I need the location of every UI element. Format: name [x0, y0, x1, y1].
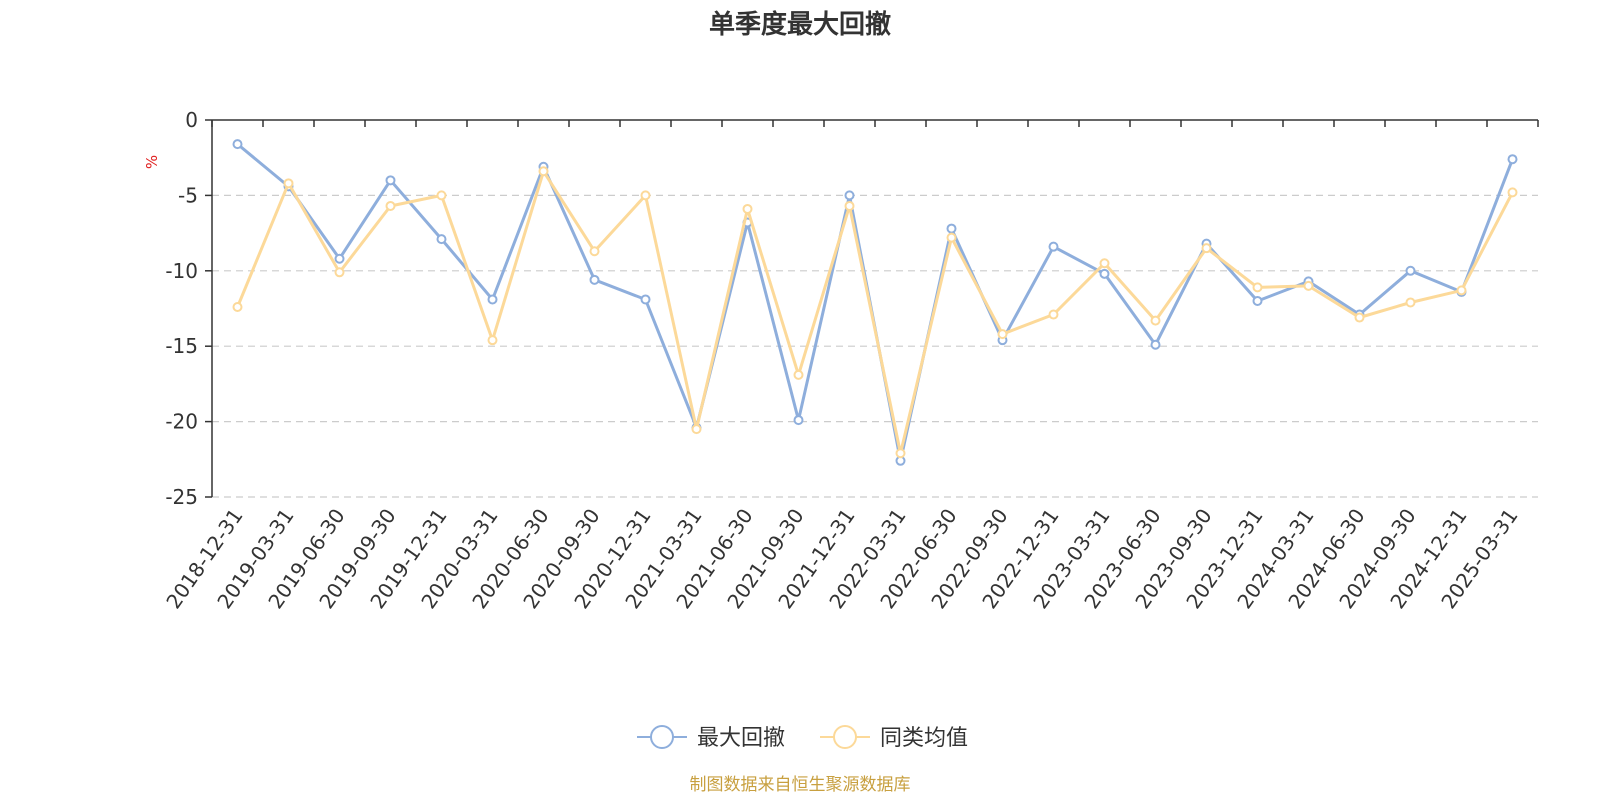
- series-lines: [232, 139, 1518, 466]
- y-tick-label: 0: [185, 108, 198, 132]
- series-1: [232, 139, 1518, 466]
- data-point[interactable]: [997, 329, 1008, 340]
- y-axis-unit-label: %: [143, 155, 161, 169]
- legend[interactable]: 最大回撤 同类均值: [637, 725, 968, 751]
- data-point[interactable]: [589, 274, 600, 285]
- data-point[interactable]: [1048, 241, 1059, 252]
- legend-marker: [650, 725, 674, 749]
- data-point[interactable]: [1099, 258, 1110, 269]
- data-point[interactable]: [640, 190, 651, 201]
- data-point[interactable]: [283, 178, 294, 189]
- data-point[interactable]: [844, 190, 855, 201]
- legend-item[interactable]: 同类均值: [820, 725, 968, 751]
- data-point[interactable]: [1099, 268, 1110, 279]
- axes: 0-5-10-15-20-252018-12-312019-03-312019-…: [161, 108, 1539, 613]
- data-point[interactable]: [334, 253, 345, 264]
- data-point[interactable]: [1252, 282, 1263, 293]
- data-point[interactable]: [1405, 297, 1416, 308]
- legend-item[interactable]: 最大回撤: [637, 725, 785, 751]
- data-point[interactable]: [1201, 243, 1212, 254]
- grid-lines: [212, 194, 1538, 498]
- y-tick-label: -10: [165, 259, 198, 283]
- data-point[interactable]: [436, 234, 447, 245]
- data-point[interactable]: [232, 139, 243, 150]
- data-point[interactable]: [844, 200, 855, 211]
- data-point[interactable]: [640, 294, 651, 305]
- data-point[interactable]: [1150, 339, 1161, 350]
- data-point[interactable]: [487, 335, 498, 346]
- data-point[interactable]: [232, 301, 243, 312]
- legend-label: 最大回撤: [697, 726, 785, 751]
- y-tick-label: -20: [165, 410, 198, 434]
- data-point[interactable]: [1456, 285, 1467, 296]
- data-point[interactable]: [793, 415, 804, 426]
- source-note: 制图数据来自恒生聚源数据库: [690, 775, 911, 795]
- y-tick-label: -15: [165, 334, 198, 358]
- y-tick-label: -25: [165, 485, 198, 509]
- data-point[interactable]: [436, 190, 447, 201]
- series-2: [232, 166, 1518, 459]
- y-tick-label: -5: [178, 183, 198, 207]
- data-point[interactable]: [1507, 187, 1518, 198]
- series-line: [236, 169, 1514, 455]
- data-point[interactable]: [385, 175, 396, 186]
- data-point[interactable]: [742, 203, 753, 214]
- data-point[interactable]: [1048, 309, 1059, 320]
- data-point[interactable]: [589, 246, 600, 257]
- data-point[interactable]: [1252, 295, 1263, 306]
- data-point[interactable]: [793, 369, 804, 380]
- data-point[interactable]: [334, 267, 345, 278]
- legend-marker: [833, 725, 857, 749]
- data-point[interactable]: [1507, 154, 1518, 165]
- data-point[interactable]: [1354, 312, 1365, 323]
- data-point[interactable]: [946, 232, 957, 243]
- chart-title: 单季度最大回撤: [709, 9, 891, 40]
- data-point[interactable]: [1405, 265, 1416, 276]
- data-point[interactable]: [385, 200, 396, 211]
- data-point[interactable]: [895, 448, 906, 459]
- data-point[interactable]: [691, 424, 702, 435]
- data-point[interactable]: [946, 223, 957, 234]
- data-point[interactable]: [1150, 315, 1161, 326]
- data-point[interactable]: [538, 166, 549, 177]
- series-line: [236, 142, 1514, 463]
- data-point[interactable]: [1303, 280, 1314, 291]
- legend-label: 同类均值: [880, 726, 968, 751]
- data-point[interactable]: [487, 294, 498, 305]
